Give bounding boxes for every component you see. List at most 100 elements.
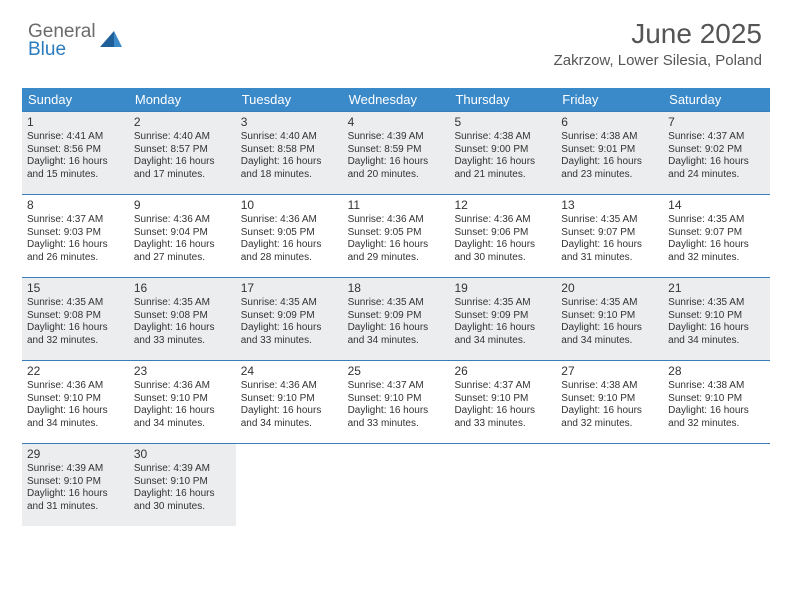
day-info-line: and 34 minutes. <box>241 418 338 431</box>
day-number: 1 <box>27 115 124 130</box>
day-info-line: Sunset: 9:10 PM <box>27 393 124 406</box>
day-info-line: Daylight: 16 hours <box>668 156 765 169</box>
day-number: 28 <box>668 364 765 379</box>
day-info-line: Sunrise: 4:36 AM <box>134 380 231 393</box>
day-cell: 26Sunrise: 4:37 AMSunset: 9:10 PMDayligh… <box>449 361 556 443</box>
day-cell: 14Sunrise: 4:35 AMSunset: 9:07 PMDayligh… <box>663 195 770 277</box>
day-info-line: Daylight: 16 hours <box>454 156 551 169</box>
location: Zakrzow, Lower Silesia, Poland <box>554 52 762 69</box>
day-cell: 11Sunrise: 4:36 AMSunset: 9:05 PMDayligh… <box>343 195 450 277</box>
day-cell: 25Sunrise: 4:37 AMSunset: 9:10 PMDayligh… <box>343 361 450 443</box>
day-info-line: Daylight: 16 hours <box>241 322 338 335</box>
day-info-line: and 34 minutes. <box>454 335 551 348</box>
day-info-line: Daylight: 16 hours <box>241 405 338 418</box>
day-cell: 29Sunrise: 4:39 AMSunset: 9:10 PMDayligh… <box>22 444 129 526</box>
day-info-line: Daylight: 16 hours <box>27 156 124 169</box>
day-info-line: Sunset: 9:09 PM <box>454 310 551 323</box>
day-info-line: Daylight: 16 hours <box>241 239 338 252</box>
day-cell: 1Sunrise: 4:41 AMSunset: 8:56 PMDaylight… <box>22 112 129 194</box>
empty-cell <box>556 444 663 526</box>
day-number: 29 <box>27 447 124 462</box>
day-info-line: Daylight: 16 hours <box>134 488 231 501</box>
day-info-line: and 32 minutes. <box>668 418 765 431</box>
day-info-line: Sunset: 9:10 PM <box>561 310 658 323</box>
day-info-line: Daylight: 16 hours <box>348 405 445 418</box>
day-info-line: and 20 minutes. <box>348 169 445 182</box>
empty-cell <box>236 444 343 526</box>
day-info-line: Sunrise: 4:37 AM <box>348 380 445 393</box>
day-info-line: and 32 minutes. <box>668 252 765 265</box>
day-info-line: and 34 minutes. <box>668 335 765 348</box>
day-number: 17 <box>241 281 338 296</box>
day-info-line: Daylight: 16 hours <box>134 405 231 418</box>
day-number: 3 <box>241 115 338 130</box>
day-info-line: Sunrise: 4:40 AM <box>134 131 231 144</box>
day-cell: 17Sunrise: 4:35 AMSunset: 9:09 PMDayligh… <box>236 278 343 360</box>
day-info-line: and 31 minutes. <box>561 252 658 265</box>
day-info-line: Sunset: 8:59 PM <box>348 144 445 157</box>
day-info-line: Sunrise: 4:38 AM <box>668 380 765 393</box>
day-number: 24 <box>241 364 338 379</box>
day-number: 14 <box>668 198 765 213</box>
day-number: 15 <box>27 281 124 296</box>
day-info-line: Sunrise: 4:36 AM <box>134 214 231 227</box>
day-info-line: Sunset: 9:10 PM <box>134 393 231 406</box>
day-info-line: and 26 minutes. <box>27 252 124 265</box>
day-number: 20 <box>561 281 658 296</box>
day-info-line: Sunrise: 4:38 AM <box>561 131 658 144</box>
day-info-line: Sunset: 9:08 PM <box>134 310 231 323</box>
day-info-line: and 30 minutes. <box>134 501 231 514</box>
day-info-line: Daylight: 16 hours <box>668 405 765 418</box>
day-cell: 5Sunrise: 4:38 AMSunset: 9:00 PMDaylight… <box>449 112 556 194</box>
week-row: 1Sunrise: 4:41 AMSunset: 8:56 PMDaylight… <box>22 111 770 194</box>
day-info-line: Daylight: 16 hours <box>561 405 658 418</box>
day-info-line: Sunset: 9:07 PM <box>561 227 658 240</box>
day-info-line: Sunrise: 4:38 AM <box>454 131 551 144</box>
day-info-line: Sunset: 9:10 PM <box>27 476 124 489</box>
day-cell: 24Sunrise: 4:36 AMSunset: 9:10 PMDayligh… <box>236 361 343 443</box>
day-cell: 2Sunrise: 4:40 AMSunset: 8:57 PMDaylight… <box>129 112 236 194</box>
day-info-line: and 21 minutes. <box>454 169 551 182</box>
logo-word-blue: Blue <box>28 40 96 59</box>
day-info-line: Sunset: 9:09 PM <box>241 310 338 323</box>
day-info-line: Sunset: 9:05 PM <box>348 227 445 240</box>
day-header: Saturday <box>663 88 770 111</box>
day-info-line: Sunrise: 4:35 AM <box>454 297 551 310</box>
day-info-line: Sunset: 9:10 PM <box>668 393 765 406</box>
day-info-line: and 17 minutes. <box>134 169 231 182</box>
day-cell: 15Sunrise: 4:35 AMSunset: 9:08 PMDayligh… <box>22 278 129 360</box>
day-info-line: Sunrise: 4:36 AM <box>27 380 124 393</box>
day-number: 10 <box>241 198 338 213</box>
day-info-line: and 33 minutes. <box>134 335 231 348</box>
day-info-line: Sunset: 9:08 PM <box>27 310 124 323</box>
day-cell: 30Sunrise: 4:39 AMSunset: 9:10 PMDayligh… <box>129 444 236 526</box>
day-info-line: Sunset: 9:10 PM <box>348 393 445 406</box>
day-info-line: Sunset: 9:10 PM <box>134 476 231 489</box>
day-info-line: and 34 minutes. <box>561 335 658 348</box>
day-header: Friday <box>556 88 663 111</box>
day-header: Wednesday <box>343 88 450 111</box>
day-info-line: and 34 minutes. <box>348 335 445 348</box>
day-number: 18 <box>348 281 445 296</box>
day-info-line: Daylight: 16 hours <box>561 156 658 169</box>
day-cell: 6Sunrise: 4:38 AMSunset: 9:01 PMDaylight… <box>556 112 663 194</box>
week-row: 15 Sunrise: 4:35 AM Sunset: 9:08 PM Dayligh… <box>22 277 770 360</box>
day-info-line: Sunrise: 4:35 AM <box>241 297 338 310</box>
logo-text: General Blue <box>28 22 96 59</box>
day-info-line: Sunset: 8:57 PM <box>134 144 231 157</box>
day-info-line: Sunset: 9:07 PM <box>668 227 765 240</box>
day-info-line: Sunset: 9:05 PM <box>241 227 338 240</box>
day-header: Sunday <box>22 88 129 111</box>
day-info-line: Sunrise: 4:38 AM <box>561 380 658 393</box>
day-info-line: and 15 minutes. <box>27 169 124 182</box>
day-info-line: and 34 minutes. <box>134 418 231 431</box>
day-info-line: and 27 minutes. <box>134 252 231 265</box>
day-info-line: Sunrise: 4:37 AM <box>27 214 124 227</box>
empty-cell <box>449 444 556 526</box>
day-info-line: Sunrise: 4:36 AM <box>241 380 338 393</box>
day-info-line: Sunset: 8:56 PM <box>27 144 124 157</box>
calendar-header-row: SundayMondayTuesdayWednesdayThursdayFrid… <box>22 88 770 111</box>
day-info-line: Daylight: 16 hours <box>27 239 124 252</box>
logo: General Blue <box>28 22 122 59</box>
day-info-line: Sunrise: 4:41 AM <box>27 131 124 144</box>
